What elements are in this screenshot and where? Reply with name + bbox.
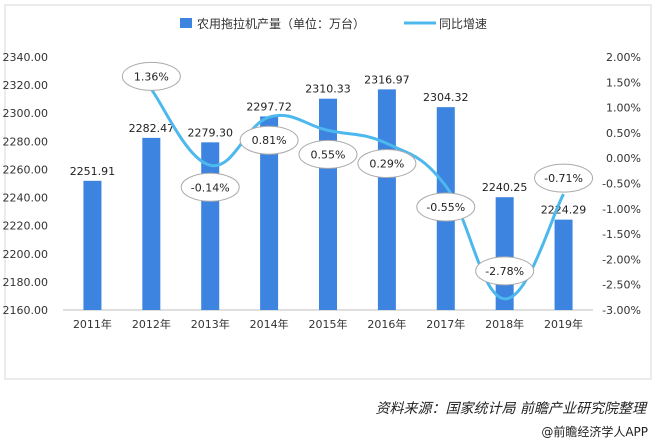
growth-label-bubble	[180, 172, 240, 202]
bar	[83, 180, 102, 310]
growth-label-bubble	[239, 125, 299, 155]
growth-value-label: 0.55%	[311, 148, 346, 161]
x-tick-label: 2012年	[132, 317, 171, 331]
y-right-tick-label: -2.50%	[602, 279, 641, 292]
y-left-tick-label: 2180.00	[3, 276, 49, 289]
source-note: 资料来源：国家统计局 前瞻产业研究院整理	[375, 401, 646, 417]
growth-label-bubble	[475, 256, 535, 286]
x-tick-label: 2017年	[426, 317, 465, 331]
chart: 2160.00 2180.00 2200.00 2220.00 2240.00 2260.…	[3, 4, 652, 380]
y-right-tick-label: 1.00%	[606, 102, 641, 115]
bar-value-label: 2279.30	[187, 126, 233, 139]
y-right-tick-label: 0.50%	[606, 127, 641, 140]
y-right-tick-label: -2.00%	[602, 253, 641, 266]
legend-bar-swatch	[180, 18, 192, 28]
x-tick-label: 2019年	[544, 317, 583, 331]
bar-value-label: 2310.33	[305, 83, 351, 96]
growth-value-label: 1.36%	[134, 70, 169, 83]
bar	[495, 197, 514, 310]
y-right-tick-label: 2.00%	[606, 51, 641, 64]
y-right-tick-label: -1.50%	[602, 228, 641, 241]
bar	[142, 137, 161, 310]
y-left-tick-label: 2160.00	[3, 304, 49, 317]
legend-line-label: 同比增速	[439, 17, 487, 31]
x-tick-label: 2013年	[191, 317, 230, 331]
y-left-tick-label: 2340.00	[3, 51, 49, 64]
growth-line	[150, 88, 565, 301]
growth-value-label: -0.71%	[544, 172, 583, 185]
x-tick-label: 2018年	[485, 317, 524, 331]
bar-value-label: 2304.32	[423, 91, 469, 104]
growth-value-label: 0.29%	[369, 158, 404, 171]
x-tick-label: 2016年	[367, 317, 406, 331]
y-left-tick-label: 2320.00	[3, 79, 49, 92]
y-left-tick-label: 2220.00	[3, 220, 49, 233]
y-right-tick-label: 1.50%	[606, 76, 641, 89]
y-right-tick-label: 0.00%	[606, 152, 641, 165]
growth-value-label: 0.81%	[252, 134, 287, 147]
growth-label-bubble	[298, 139, 358, 169]
growth-label-bubble	[121, 61, 181, 91]
bar	[554, 219, 573, 310]
bar	[260, 116, 279, 311]
x-tick-label: 2014年	[250, 317, 289, 331]
legend-bar-label: 农用拖拉机产量（单位：万台）	[197, 16, 365, 31]
growth-value-label: -2.78%	[485, 265, 524, 278]
bar-value-label: 2316.97	[364, 73, 410, 86]
x-tick-label: 2011年	[73, 317, 112, 331]
bar	[377, 89, 396, 311]
y-left-tick-label: 2240.00	[3, 192, 49, 205]
y-right-tick-label: -0.50%	[602, 178, 641, 191]
y-left-tick-label: 2200.00	[3, 248, 49, 261]
chart-border	[4, 4, 652, 380]
y-right-tick-label: -1.00%	[602, 203, 641, 216]
growth-label-bubble	[357, 149, 417, 179]
bar-value-label: 2282.47	[129, 122, 175, 135]
credit-text: @前瞻经济学人APP	[541, 425, 648, 439]
bar-value-label: 2224.29	[541, 204, 587, 217]
bar-value-label: 2240.25	[482, 181, 528, 194]
x-tick-label: 2015年	[309, 317, 348, 331]
growth-label-bubble	[534, 163, 594, 193]
y-right-tick-label: -3.00%	[602, 304, 641, 317]
bar-value-label: 2297.72	[246, 100, 292, 113]
y-left-tick-label: 2260.00	[3, 163, 49, 176]
growth-value-label: -0.14%	[191, 181, 230, 194]
growth-label-bubble	[416, 192, 476, 222]
bar-value-label: 2251.91	[70, 165, 116, 178]
bar	[201, 142, 220, 310]
growth-value-label: -0.55%	[426, 201, 465, 214]
y-left-tick-label: 2300.00	[3, 107, 49, 120]
y-left-tick-label: 2280.00	[3, 135, 49, 148]
